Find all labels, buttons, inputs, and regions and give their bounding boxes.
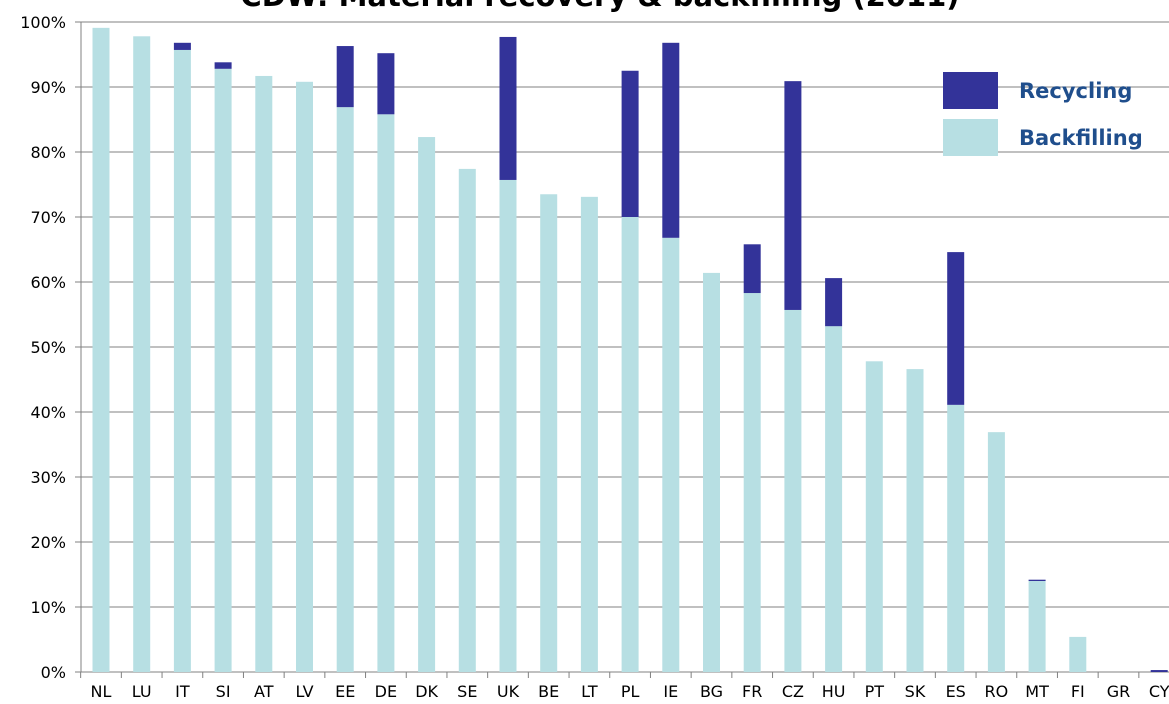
bar-segment — [336, 46, 354, 108]
bar-segment — [825, 326, 843, 672]
bar-segment — [133, 36, 151, 673]
y-tick-label: 10% — [30, 598, 66, 617]
bar-segment — [825, 278, 843, 327]
x-tick-label: IT — [175, 682, 190, 701]
y-tick-label: 90% — [30, 78, 66, 97]
bar-segment — [580, 196, 598, 672]
bar-segment — [1028, 579, 1046, 581]
bar-segment — [499, 36, 517, 180]
x-tick-label: BG — [700, 682, 723, 701]
bar-segment — [1028, 581, 1046, 672]
y-tick-label: 0% — [41, 663, 66, 682]
bar-segment — [255, 75, 273, 672]
x-tick-label: UK — [497, 682, 520, 701]
bar-segment — [1150, 670, 1168, 672]
bar-segment — [377, 53, 395, 115]
x-tick-label: DK — [415, 682, 438, 701]
bar-segment — [296, 81, 313, 673]
x-tick-label: FR — [742, 682, 762, 701]
bar-segment — [173, 42, 191, 50]
legend-label: Backfilling — [1019, 126, 1143, 150]
bar-segment — [540, 194, 558, 672]
bar-segment — [336, 107, 354, 672]
x-tick-label: FI — [1071, 682, 1085, 701]
bar-segment — [173, 49, 191, 672]
y-tick-label: 50% — [30, 338, 66, 357]
bar-segment — [743, 293, 761, 672]
bar-segment — [214, 62, 232, 69]
x-tick-label: SE — [457, 682, 477, 701]
bar-segment — [743, 244, 761, 294]
bar-segment — [377, 114, 395, 673]
x-tick-label: ES — [946, 682, 966, 701]
bar-segment — [621, 70, 639, 217]
x-tick-label: IE — [663, 682, 678, 701]
x-tick-label: GR — [1107, 682, 1131, 701]
x-tick-label: HU — [822, 682, 846, 701]
bar-segment — [662, 237, 680, 673]
bar-segment — [865, 361, 883, 672]
bar-segment — [987, 432, 1005, 672]
x-tick-label: RO — [985, 682, 1009, 701]
x-tick-label: CY — [1149, 682, 1169, 701]
x-tick-label: SK — [905, 682, 926, 701]
x-tick-label: EE — [335, 682, 355, 701]
x-tick-label: AT — [254, 682, 274, 701]
bar-segment — [906, 369, 924, 672]
y-tick-label: 30% — [30, 468, 66, 487]
x-tick-label: LV — [295, 682, 313, 701]
bar-segment — [499, 179, 517, 672]
x-tick-label: SI — [216, 682, 231, 701]
legend-label: Recycling — [1019, 79, 1132, 103]
bar-segment — [458, 168, 476, 672]
bar-segment — [418, 137, 436, 673]
bar-segment — [1069, 636, 1087, 672]
x-tick-label: PT — [865, 682, 885, 701]
bar-segment — [214, 68, 232, 673]
y-tick-label: 20% — [30, 533, 66, 552]
bar-segment — [784, 309, 802, 672]
y-tick-label: 40% — [30, 403, 66, 422]
x-tick-label: BE — [538, 682, 559, 701]
chart-title: CDW: Material recovery & backfilling (20… — [240, 0, 959, 13]
x-tick-label: CZ — [782, 682, 804, 701]
legend-swatch — [943, 119, 998, 156]
bar-segment — [703, 272, 720, 672]
y-tick-label: 60% — [30, 273, 66, 292]
x-tick-label: PL — [621, 682, 640, 701]
y-tick-label: 80% — [30, 143, 66, 162]
bar-segment — [947, 252, 965, 405]
bar-segment — [621, 217, 639, 672]
bar-segment — [662, 42, 680, 238]
bar-segment — [947, 404, 965, 672]
x-tick-label: DE — [375, 682, 397, 701]
legend-swatch — [943, 72, 998, 109]
x-tick-label: MT — [1025, 682, 1049, 701]
bar-segment — [92, 27, 110, 673]
y-tick-label: 100% — [20, 13, 66, 32]
y-tick-label: 70% — [30, 208, 66, 227]
bar-segment — [784, 81, 802, 310]
x-tick-label: LT — [581, 682, 598, 701]
x-tick-label: LU — [132, 682, 152, 701]
x-tick-label: NL — [91, 682, 112, 701]
